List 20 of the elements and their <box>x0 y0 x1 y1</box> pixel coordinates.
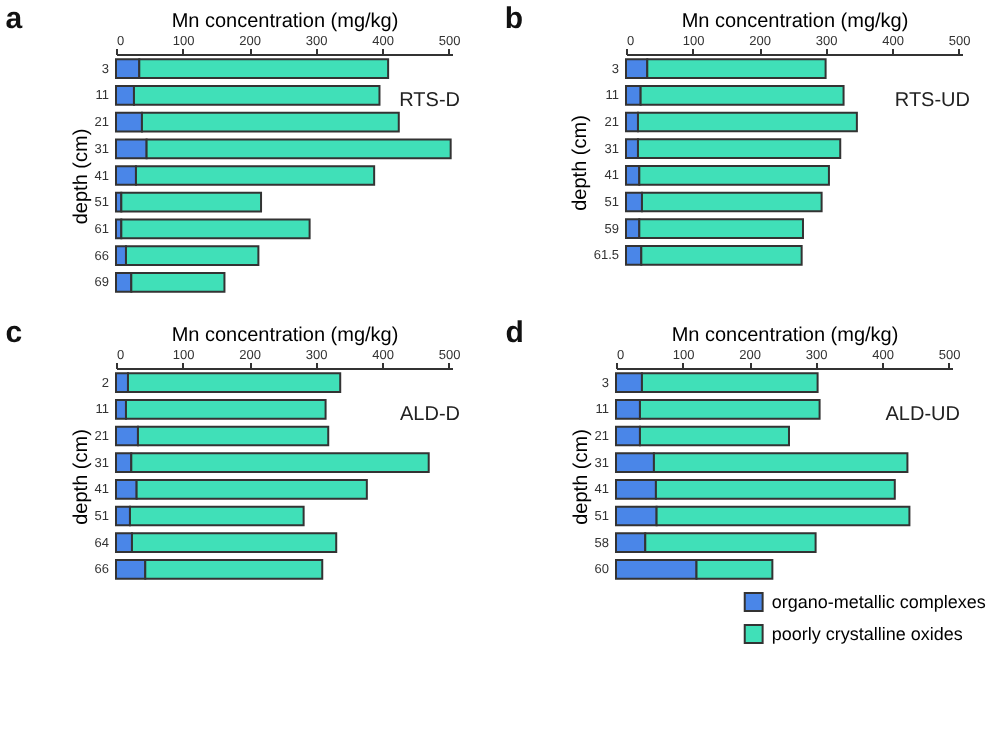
y-axis-title: depth (cm) <box>570 429 593 525</box>
y-axis-title: depth (cm) <box>569 115 592 211</box>
chart-title: a <box>5 2 24 36</box>
y-axis-title: depth (cm) <box>70 429 93 525</box>
legend-label: poorly crystalline oxides <box>771 624 964 644</box>
annotation: ALD-D <box>399 404 460 426</box>
chart-title: d <box>505 316 524 350</box>
legend-label: organo-metallic complexes <box>771 592 987 612</box>
x-axis-title: Mn concentration (mg/kg) <box>681 11 909 33</box>
annotation: RTS-UD <box>894 90 970 112</box>
chart-title: c <box>5 316 23 350</box>
x-axis-title: Mn concentration (mg/kg) <box>171 325 399 347</box>
annotation: ALD-UD <box>885 404 960 426</box>
y-axis-title: depth (cm) <box>70 128 93 225</box>
annotation: RTS-D <box>399 90 460 112</box>
x-axis-title: Mn concentration (mg/kg) <box>671 325 899 347</box>
chart-title: b <box>504 2 524 36</box>
x-axis-title: Mn concentration (mg/kg) <box>171 11 399 33</box>
bar <box>120 218 311 240</box>
bar <box>120 191 263 213</box>
